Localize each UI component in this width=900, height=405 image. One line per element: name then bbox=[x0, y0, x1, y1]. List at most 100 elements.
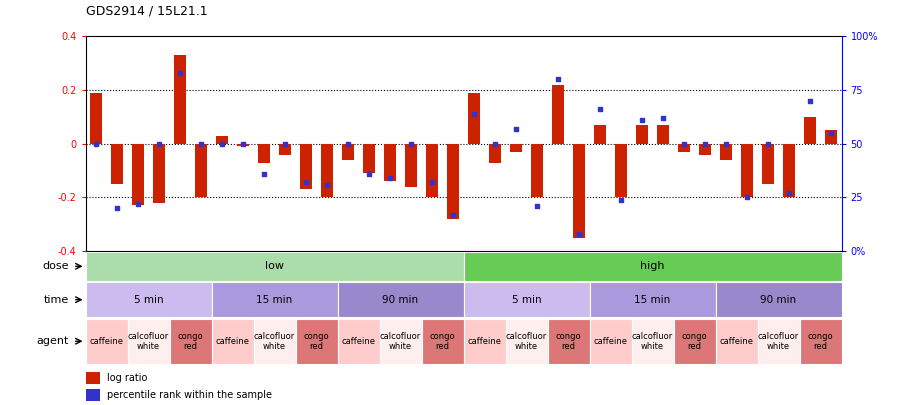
Bar bbox=[635, 125, 648, 144]
Point bbox=[173, 70, 187, 76]
Text: 15 min: 15 min bbox=[634, 295, 670, 305]
Bar bbox=[86, 252, 464, 281]
Bar bbox=[86, 282, 212, 317]
Point bbox=[362, 171, 376, 177]
Point bbox=[614, 196, 628, 203]
Bar bbox=[194, 144, 207, 198]
Bar bbox=[212, 319, 254, 364]
Point bbox=[677, 141, 691, 147]
Text: calcofluor
white: calcofluor white bbox=[254, 332, 295, 351]
Bar bbox=[446, 144, 459, 219]
Bar bbox=[716, 319, 758, 364]
Text: percentile rank within the sample: percentile rank within the sample bbox=[107, 390, 272, 400]
Text: 5 min: 5 min bbox=[134, 295, 163, 305]
Bar bbox=[464, 282, 590, 317]
Text: 15 min: 15 min bbox=[256, 295, 292, 305]
Text: calcofluor
white: calcofluor white bbox=[380, 332, 421, 351]
Bar bbox=[128, 319, 169, 364]
Text: calcofluor
white: calcofluor white bbox=[506, 332, 547, 351]
Bar bbox=[153, 144, 166, 203]
Point bbox=[803, 98, 817, 104]
Bar bbox=[716, 282, 842, 317]
Point bbox=[278, 141, 293, 147]
Point bbox=[194, 141, 208, 147]
Text: congo
red: congo red bbox=[303, 332, 329, 351]
Point bbox=[782, 190, 796, 196]
Text: congo
red: congo red bbox=[555, 332, 581, 351]
Bar bbox=[804, 117, 816, 144]
Bar bbox=[464, 319, 506, 364]
Bar bbox=[489, 144, 501, 162]
Bar bbox=[824, 130, 837, 144]
Bar bbox=[90, 93, 103, 144]
Point bbox=[824, 130, 838, 136]
Bar bbox=[572, 144, 585, 238]
Point bbox=[508, 126, 523, 132]
Bar bbox=[169, 319, 211, 364]
Point bbox=[572, 231, 586, 237]
Bar bbox=[464, 252, 842, 281]
Bar bbox=[363, 144, 375, 173]
Point bbox=[130, 200, 145, 207]
Point bbox=[656, 115, 670, 121]
Bar bbox=[590, 319, 632, 364]
Text: congo
red: congo red bbox=[429, 332, 455, 351]
Text: low: low bbox=[265, 261, 284, 271]
Point bbox=[89, 141, 104, 147]
Point bbox=[719, 141, 733, 147]
Bar bbox=[212, 282, 338, 317]
Bar bbox=[673, 319, 716, 364]
Point bbox=[698, 141, 712, 147]
Bar bbox=[531, 144, 544, 198]
Point bbox=[634, 117, 649, 124]
Bar bbox=[257, 144, 270, 162]
Text: calcofluor
white: calcofluor white bbox=[128, 332, 169, 351]
Point bbox=[215, 141, 230, 147]
Bar bbox=[758, 319, 799, 364]
Point bbox=[425, 179, 439, 185]
Text: caffeine: caffeine bbox=[467, 337, 501, 346]
Text: calcofluor
white: calcofluor white bbox=[758, 332, 799, 351]
Bar bbox=[426, 144, 438, 198]
Bar bbox=[741, 144, 753, 198]
Point bbox=[467, 111, 482, 117]
Point bbox=[341, 141, 356, 147]
Bar bbox=[698, 144, 711, 154]
Text: caffeine: caffeine bbox=[719, 337, 753, 346]
Text: caffeine: caffeine bbox=[215, 337, 249, 346]
Text: agent: agent bbox=[36, 336, 68, 346]
Bar bbox=[405, 144, 418, 187]
Bar bbox=[237, 144, 249, 147]
Text: congo
red: congo red bbox=[681, 332, 707, 351]
Bar bbox=[678, 144, 690, 152]
Point bbox=[152, 141, 166, 147]
Text: caffeine: caffeine bbox=[341, 337, 375, 346]
Point bbox=[740, 194, 754, 200]
Text: 5 min: 5 min bbox=[512, 295, 541, 305]
Bar bbox=[338, 319, 380, 364]
Bar bbox=[86, 319, 128, 364]
Bar bbox=[320, 144, 333, 198]
Bar bbox=[552, 85, 564, 144]
Text: caffeine: caffeine bbox=[89, 337, 123, 346]
Point bbox=[404, 141, 419, 147]
Text: dose: dose bbox=[42, 261, 68, 271]
Bar bbox=[131, 144, 144, 205]
Text: congo
red: congo red bbox=[807, 332, 833, 351]
Bar bbox=[506, 319, 547, 364]
Text: log ratio: log ratio bbox=[107, 373, 148, 383]
Point bbox=[110, 205, 124, 211]
Text: 90 min: 90 min bbox=[760, 295, 796, 305]
Text: calcofluor
white: calcofluor white bbox=[632, 332, 673, 351]
Bar bbox=[720, 144, 733, 160]
Text: congo
red: congo red bbox=[177, 332, 203, 351]
Bar bbox=[657, 125, 670, 144]
Text: caffeine: caffeine bbox=[593, 337, 627, 346]
Bar bbox=[799, 319, 842, 364]
Bar bbox=[342, 144, 355, 160]
Bar bbox=[380, 319, 421, 364]
Bar bbox=[615, 144, 627, 198]
Bar bbox=[300, 144, 312, 190]
Point bbox=[382, 175, 397, 181]
Bar bbox=[590, 282, 716, 317]
